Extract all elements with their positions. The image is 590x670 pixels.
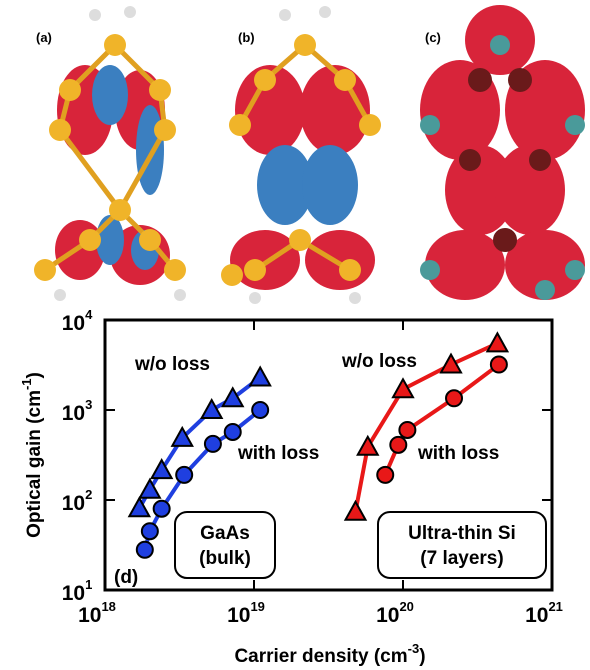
x-tick-label-base: 10 (78, 604, 101, 627)
x-tick-label-exponent: 19 (250, 599, 264, 614)
x-tick-label: 1021 (525, 599, 563, 627)
circle-marker (205, 436, 221, 452)
x-tick-label: 1019 (227, 599, 265, 627)
annotation: w/o loss (134, 354, 210, 375)
x-tick-label-exponent: 18 (101, 599, 115, 614)
y-axis-label: Optical gain (cm-1) (19, 372, 45, 538)
panel-a-structure (34, 6, 186, 301)
panel-label: (a) (36, 30, 52, 45)
circle-marker (176, 467, 192, 483)
x-axis-label: Carrier density (cm-3) (234, 641, 425, 667)
x-axis-label-text: Carrier density (cm (234, 646, 407, 667)
circle-marker (142, 523, 158, 539)
y-tick-label: 103 (62, 397, 93, 425)
y-tick-label: 102 (62, 487, 93, 515)
x-tick-label-base: 10 (376, 604, 399, 627)
circle-marker (252, 402, 268, 418)
y-axis-label-text: Optical gain (cm (24, 390, 45, 538)
triangle-marker (250, 367, 270, 385)
x-tick-label: 1020 (376, 599, 414, 627)
circle-marker (491, 357, 507, 373)
y-tick-label-exponent: 4 (85, 307, 93, 322)
circle-marker (399, 422, 415, 438)
y-axis-label-exponent: -1 (19, 378, 34, 390)
annotation: with loss (237, 443, 319, 464)
panel-b-structure (221, 6, 381, 304)
annotation: (d) (114, 567, 138, 588)
x-tick-label-base: 10 (227, 604, 250, 627)
y-tick-label: 104 (62, 307, 93, 335)
box-text: GaAs (200, 523, 250, 544)
annotation: with loss (417, 443, 499, 464)
y-axis-label-end: ) (24, 372, 45, 378)
x-tick-label-exponent: 21 (548, 599, 562, 614)
circle-marker (446, 390, 462, 406)
circle-marker (154, 501, 170, 517)
triangle-marker (346, 502, 366, 520)
y-tick-label-base: 10 (62, 312, 85, 335)
y-tick-label-exponent: 1 (85, 577, 92, 592)
y-tick-label-exponent: 3 (85, 397, 92, 412)
annotation: w/o loss (341, 351, 417, 372)
box-text: (bulk) (199, 548, 251, 569)
circle-marker (225, 424, 241, 440)
triangle-marker (129, 498, 149, 516)
triangle-marker (358, 437, 378, 455)
circle-marker (137, 542, 153, 558)
panel-label: (c) (425, 30, 441, 45)
x-axis-label-exponent: -3 (408, 641, 420, 656)
y-tick-label-base: 10 (62, 582, 85, 605)
box-text: (7 layers) (420, 548, 503, 569)
circle-marker (377, 467, 393, 483)
triangle-marker (202, 400, 222, 418)
y-tick-label: 101 (62, 577, 93, 605)
y-tick-label-base: 10 (62, 402, 85, 425)
triangle-marker (393, 379, 413, 397)
y-tick-label-exponent: 2 (85, 487, 92, 502)
triangle-marker (140, 480, 160, 498)
triangle-marker (487, 333, 507, 351)
x-tick-label-exponent: 20 (399, 599, 413, 614)
panel-label: (b) (238, 30, 255, 45)
circle-marker (390, 437, 406, 453)
x-axis-label-end: ) (419, 646, 425, 667)
x-tick-label-base: 10 (525, 604, 548, 627)
figure: (a) (b) (c) 1018101910201021101102103104… (0, 0, 590, 670)
y-tick-label-base: 10 (62, 492, 85, 515)
panel-c-structure (420, 5, 585, 300)
box-text: Ultra-thin Si (408, 523, 516, 544)
